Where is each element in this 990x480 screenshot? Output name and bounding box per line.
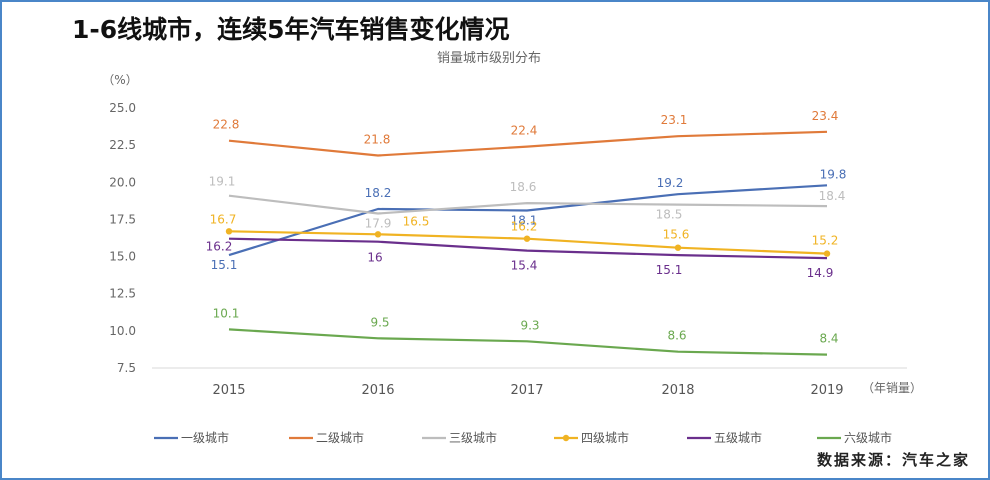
data-label: 15.6 — [663, 228, 690, 242]
x-axis-label: （年销量） — [862, 381, 922, 395]
chart-title: 销量城市级别分布 — [437, 50, 541, 66]
data-point — [823, 250, 831, 257]
page-title: 1-6线城市，连续5年汽车销售变化情况 — [72, 15, 510, 44]
data-label: 23.1 — [661, 113, 688, 127]
x-tick-label: 2018 — [661, 383, 694, 398]
data-label: 21.8 — [364, 133, 391, 147]
data-label: 16.7 — [210, 212, 237, 226]
data-label: 19.1 — [209, 175, 236, 189]
legend-label: 三级城市 — [449, 430, 497, 445]
data-point — [674, 244, 682, 251]
data-label: 18.4 — [819, 189, 846, 203]
data-label: 8.4 — [819, 332, 838, 346]
data-label: 16.2 — [206, 240, 233, 254]
data-label: 10.1 — [213, 306, 240, 320]
legend-label: 二级城市 — [316, 430, 364, 445]
data-label: 15.1 — [211, 258, 238, 272]
y-tick-label: 22.5 — [109, 138, 136, 152]
x-tick-label: 2016 — [361, 383, 394, 398]
data-label: 19.2 — [657, 176, 684, 190]
x-tick-label: 2015 — [212, 383, 245, 398]
data-label: 18.2 — [365, 186, 392, 200]
y-tick-label: 25.0 — [109, 101, 136, 115]
data-label: 16.5 — [403, 214, 430, 228]
y-tick-label: 12.5 — [109, 287, 136, 301]
legend-label: 一级城市 — [181, 430, 229, 445]
y-tick-label: 7.5 — [117, 361, 136, 375]
legend-label: 六级城市 — [844, 430, 892, 445]
data-label: 15.2 — [812, 234, 839, 248]
data-point — [225, 228, 233, 235]
data-label: 18.5 — [656, 208, 683, 222]
data-label: 22.4 — [511, 124, 538, 138]
source-note: 数据来源：汽车之家 — [816, 451, 970, 469]
y-tick-label: 20.0 — [109, 175, 136, 189]
data-label: 17.9 — [365, 217, 392, 231]
x-tick-label: 2019 — [810, 383, 843, 398]
y-tick-label: 15.0 — [109, 250, 136, 264]
data-label: 23.4 — [812, 109, 839, 123]
data-point — [523, 235, 531, 242]
legend-marker — [562, 434, 570, 442]
data-label: 18.6 — [510, 180, 537, 194]
y-tick-label: 17.5 — [109, 212, 136, 226]
series-line-1 — [228, 184, 828, 257]
series-line-6 — [228, 328, 828, 356]
data-label: 19.8 — [820, 167, 847, 181]
series-line-3 — [228, 194, 828, 215]
legend-label: 五级城市 — [714, 430, 762, 445]
data-label: 8.6 — [667, 329, 686, 343]
legend-label: 四级城市 — [581, 430, 629, 445]
y-axis-label: （%） — [102, 73, 137, 87]
y-tick-label: 10.0 — [109, 324, 136, 338]
data-label: 15.4 — [511, 259, 538, 273]
data-label: 15.1 — [656, 263, 683, 277]
data-point — [374, 231, 382, 238]
series-line-2 — [228, 130, 828, 157]
data-label: 18.1 — [511, 214, 538, 228]
data-label: 9.5 — [370, 315, 389, 329]
data-label: 16.2 — [511, 220, 538, 234]
data-label: 9.3 — [520, 318, 539, 332]
data-label: 22.8 — [213, 118, 240, 132]
data-label: 14.9 — [807, 266, 834, 280]
data-label: 16 — [367, 251, 382, 265]
series-line-5 — [228, 237, 828, 260]
x-tick-label: 2017 — [510, 383, 543, 398]
